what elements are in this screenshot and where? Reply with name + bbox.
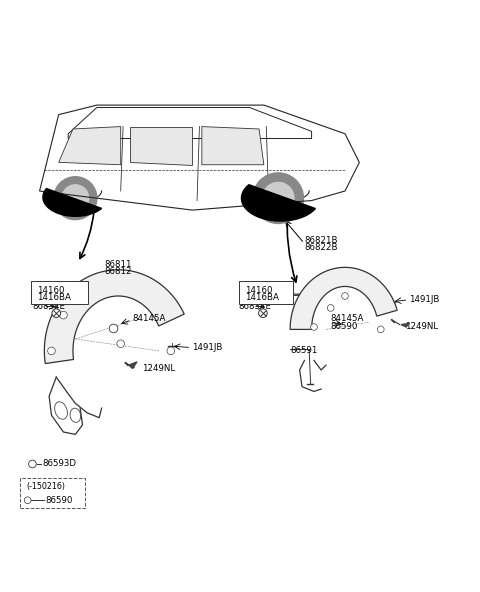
Text: 86812: 86812 [104, 267, 132, 276]
Circle shape [327, 305, 334, 311]
Text: 86591: 86591 [290, 346, 317, 355]
Circle shape [117, 340, 124, 348]
Polygon shape [130, 127, 192, 165]
Text: 84145A: 84145A [132, 314, 166, 323]
Text: 84145A: 84145A [331, 314, 364, 323]
Circle shape [342, 292, 348, 300]
Text: 14160: 14160 [245, 287, 272, 295]
Text: 86593D: 86593D [42, 459, 76, 468]
Text: 86822B: 86822B [304, 243, 338, 252]
Circle shape [167, 347, 175, 355]
Text: 86821B: 86821B [304, 236, 338, 244]
Text: 1416BA: 1416BA [37, 294, 71, 303]
Circle shape [377, 326, 384, 333]
Text: 86834E: 86834E [239, 302, 272, 311]
Text: 14160: 14160 [37, 287, 65, 295]
Circle shape [62, 185, 89, 211]
Polygon shape [43, 188, 102, 216]
Circle shape [109, 324, 118, 333]
Circle shape [259, 309, 267, 317]
FancyBboxPatch shape [32, 281, 88, 304]
Polygon shape [241, 185, 315, 221]
Text: 86590: 86590 [331, 321, 358, 330]
Circle shape [24, 497, 31, 504]
Circle shape [48, 347, 55, 355]
Text: 1491JB: 1491JB [192, 343, 223, 352]
Circle shape [29, 460, 36, 468]
Circle shape [52, 309, 60, 317]
Text: 86811: 86811 [104, 259, 132, 269]
Text: 1491JB: 1491JB [409, 295, 440, 304]
Circle shape [60, 311, 67, 319]
Polygon shape [202, 127, 264, 165]
Circle shape [311, 324, 317, 330]
Circle shape [263, 182, 294, 214]
Text: 86834E: 86834E [33, 302, 65, 311]
Text: 1416BA: 1416BA [245, 294, 279, 303]
Polygon shape [401, 323, 409, 327]
Text: 1249NL: 1249NL [405, 321, 438, 330]
Text: (-150216): (-150216) [26, 482, 65, 491]
Polygon shape [290, 268, 397, 329]
Polygon shape [44, 270, 184, 363]
Circle shape [74, 292, 82, 300]
Polygon shape [59, 127, 120, 165]
Circle shape [253, 173, 303, 223]
FancyBboxPatch shape [20, 478, 85, 509]
Text: 1249NL: 1249NL [142, 364, 175, 373]
Polygon shape [129, 362, 137, 369]
FancyBboxPatch shape [239, 281, 293, 304]
Circle shape [54, 176, 97, 220]
Text: 86590: 86590 [45, 496, 72, 505]
